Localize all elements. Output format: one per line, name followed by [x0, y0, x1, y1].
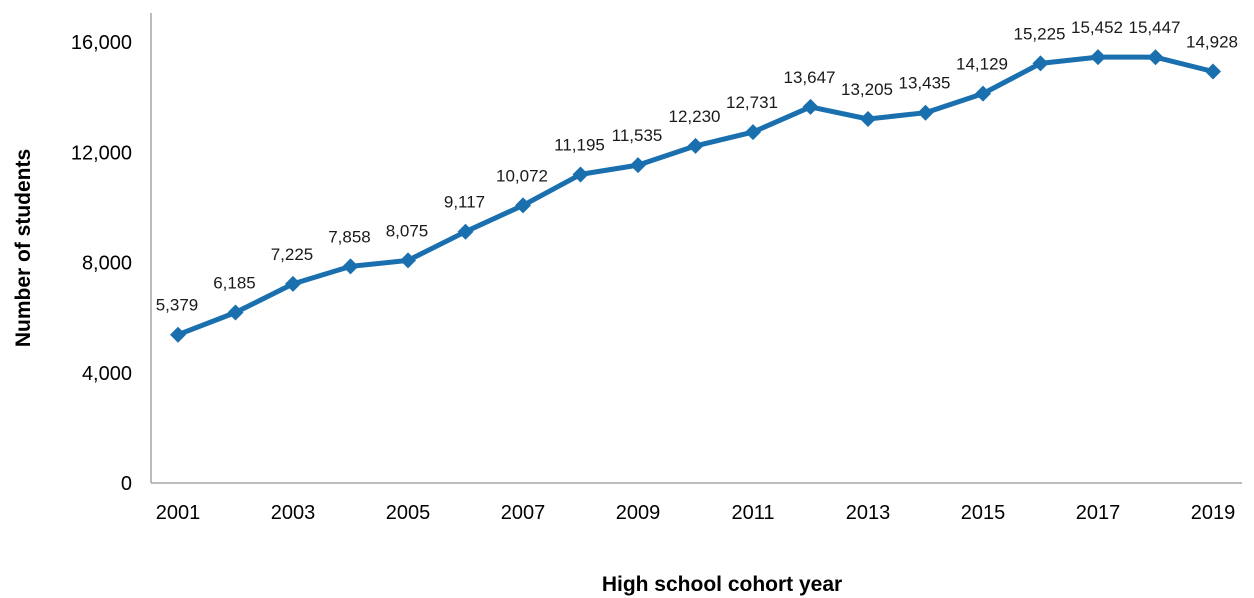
- data-point-marker: [1090, 49, 1106, 66]
- x-tick-label: 2003: [271, 502, 316, 524]
- data-label: 13,435: [899, 74, 951, 93]
- data-point-marker: [1032, 55, 1049, 72]
- x-tick-labels: 2001 2003 2005 2007 2009 2011 2013 2015 2017 2019: [156, 502, 1236, 524]
- data-point-marker: [917, 104, 934, 121]
- y-axis-title: Number of students: [12, 149, 35, 347]
- data-point-marker: [687, 137, 704, 154]
- data-label: 11,195: [554, 135, 605, 154]
- series-line: [175, 54, 1216, 338]
- y-tick-label: 16,000: [71, 32, 132, 54]
- data-label: 13,205: [841, 80, 893, 99]
- y-tick-labels: 0 4,000 8,000 12,000 16,000: [71, 32, 132, 495]
- x-tick-label: 2005: [386, 502, 431, 524]
- data-label: 15,452: [1071, 18, 1123, 37]
- data-label: 15,225: [1014, 24, 1066, 43]
- data-point-marker: [342, 258, 359, 275]
- data-label: 7,858: [328, 227, 371, 246]
- y-tick-label: 12,000: [71, 142, 132, 164]
- data-label: 6,185: [213, 274, 256, 293]
- x-tick-label: 2009: [616, 502, 661, 524]
- data-point-marker: [572, 166, 589, 183]
- y-tick-label: 4,000: [82, 363, 132, 385]
- data-point-marker: [745, 124, 761, 141]
- data-label: 7,225: [271, 245, 314, 264]
- data-point-marker: [975, 85, 991, 102]
- y-tick-label: 8,000: [82, 253, 132, 275]
- data-point-marker: [1147, 49, 1164, 66]
- data-label: 12,230: [669, 107, 721, 126]
- y-tick-label: 0: [121, 473, 132, 495]
- data-label: 9,117: [444, 193, 485, 212]
- data-point-marker: [802, 98, 819, 115]
- data-label: 5,379: [156, 296, 199, 315]
- x-tick-label: 2013: [846, 502, 891, 524]
- x-axis-title: High school cohort year: [602, 573, 842, 596]
- axes: [150, 13, 1242, 484]
- x-tick-label: 2001: [156, 502, 201, 524]
- data-label: 8,075: [386, 221, 429, 240]
- data-label: 11,535: [612, 126, 663, 145]
- x-tick-label: 2015: [961, 502, 1006, 524]
- data-point-marker: [515, 197, 531, 214]
- series-markers: [170, 49, 1221, 343]
- data-label: 14,928: [1186, 33, 1238, 52]
- x-tick-label: 2019: [1191, 502, 1236, 524]
- data-label: 13,647: [784, 68, 836, 87]
- data-point-marker: [457, 223, 474, 240]
- data-point-marker: [227, 304, 244, 321]
- data-label: 14,129: [956, 55, 1008, 74]
- data-point-marker: [1205, 63, 1221, 80]
- data-point-marker: [630, 157, 646, 174]
- data-point-marker: [285, 275, 301, 292]
- data-label: 10,072: [496, 166, 548, 185]
- data-labels: 5,379 6,185 7,225 7,858 8,075 9,117 10,072 11,1…: [156, 18, 1238, 315]
- data-point-marker: [170, 326, 186, 343]
- x-tick-label: 2017: [1076, 502, 1121, 524]
- data-label: 15,447: [1129, 18, 1181, 37]
- x-tick-label: 2007: [501, 502, 546, 524]
- data-point-marker: [860, 111, 876, 128]
- series-line-path: [175, 54, 1216, 338]
- data-point-marker: [400, 252, 416, 269]
- x-tick-label: 2011: [731, 502, 774, 524]
- data-label: 12,731: [726, 93, 778, 112]
